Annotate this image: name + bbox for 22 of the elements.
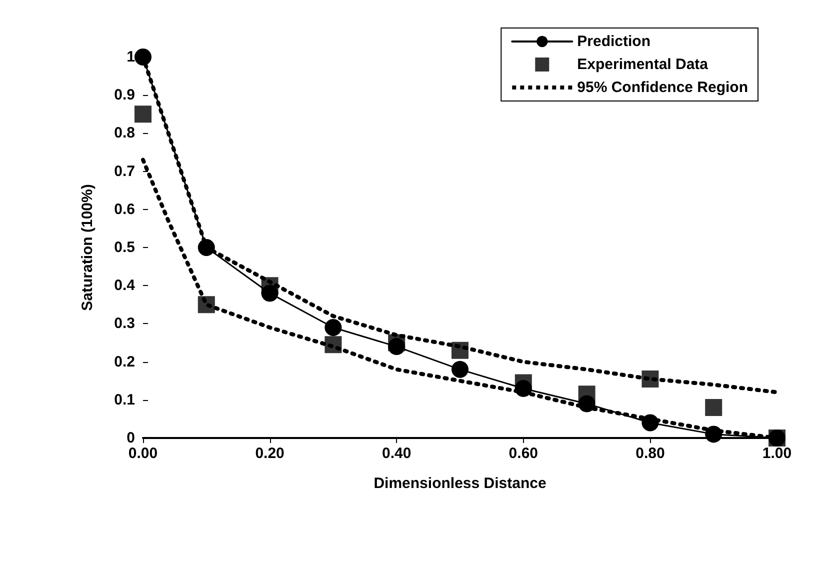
y-tick-label: 1 (126, 48, 135, 66)
y-tick-label: 0 (126, 430, 135, 446)
y-tick-label: 0.6 (114, 200, 135, 218)
legend-label: Experimental Data (577, 56, 709, 73)
x-tick-label: 0.40 (382, 445, 412, 462)
x-tick-label: 0.60 (508, 445, 538, 462)
y-axis-title: Saturation (100%) (79, 184, 96, 311)
y-tick-label: 0.4 (114, 277, 136, 294)
y-tick-label: 0.8 (114, 124, 135, 142)
y-tick-label: 0.1 (114, 391, 135, 408)
y-tick-label: 0.2 (114, 353, 135, 370)
y-tick-label: 0.9 (114, 86, 135, 104)
x-tick-label: 0.80 (636, 445, 665, 462)
x-tick-label: 0.20 (255, 445, 284, 462)
legend-label: Prediction (577, 33, 650, 50)
x-axis-title: Dimensionless Distance (374, 475, 546, 492)
legend-label: 95% Confidence Region (577, 79, 748, 96)
x-tick-label: 1.00 (762, 445, 792, 462)
y-tick-label: 0.7 (114, 162, 135, 180)
y-tick-label: 0.5 (114, 239, 135, 256)
y-tick-label: 0.3 (114, 315, 135, 332)
x-tick-label: 0.00 (128, 445, 158, 462)
